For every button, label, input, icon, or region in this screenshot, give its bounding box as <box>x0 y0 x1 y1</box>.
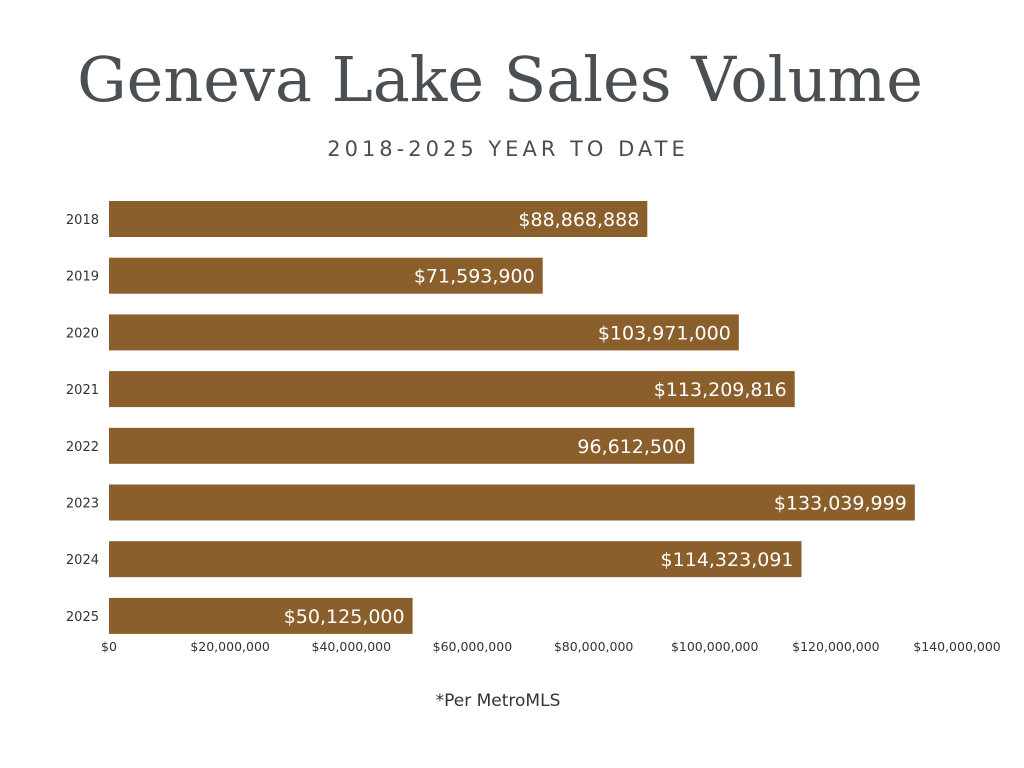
data-label: $113,209,816 <box>654 379 787 401</box>
data-label: $71,593,900 <box>414 266 535 288</box>
x-tick-label: $60,000,000 <box>433 639 513 654</box>
x-tick-label: $40,000,000 <box>312 639 392 654</box>
bar-chart: 2018 $88,868,888 2019 $71,593,900 2020 $103,9… <box>66 201 1001 654</box>
bar <box>109 257 543 294</box>
category-label: 2025 <box>66 610 99 625</box>
category-label: 2018 <box>66 213 99 228</box>
bar <box>109 371 795 408</box>
chart-subtitle: 2018-2025 YEAR TO DATE <box>327 137 689 161</box>
data-label: $50,125,000 <box>284 606 405 628</box>
category-label: 2021 <box>66 383 99 398</box>
data-label: $88,868,888 <box>518 209 639 231</box>
category-label: 2023 <box>66 497 99 512</box>
bar <box>109 541 802 578</box>
x-tick-label: $20,000,000 <box>190 639 270 654</box>
bar <box>109 427 695 464</box>
bar <box>109 201 648 237</box>
x-tick-label: $100,000,000 <box>671 639 759 654</box>
data-label: $103,971,000 <box>598 322 731 344</box>
category-label: 2020 <box>66 326 99 341</box>
footnote: *Per MetroMLS <box>435 691 561 711</box>
category-label: 2022 <box>66 440 99 455</box>
x-tick-label: $0 <box>101 639 117 654</box>
bar <box>109 314 739 351</box>
data-label: $114,323,091 <box>661 549 794 571</box>
x-tick-label: $80,000,000 <box>554 639 634 654</box>
chart-title: Geneva Lake Sales Volume <box>77 43 923 116</box>
x-tick-label: $140,000,000 <box>913 639 1001 654</box>
category-label: 2024 <box>66 553 99 568</box>
category-label: 2019 <box>66 270 99 285</box>
data-label: $133,039,999 <box>774 493 907 515</box>
x-tick-label: $120,000,000 <box>792 639 880 654</box>
bar <box>109 597 413 634</box>
data-label: 96,612,500 <box>577 436 686 458</box>
bar <box>109 484 915 521</box>
